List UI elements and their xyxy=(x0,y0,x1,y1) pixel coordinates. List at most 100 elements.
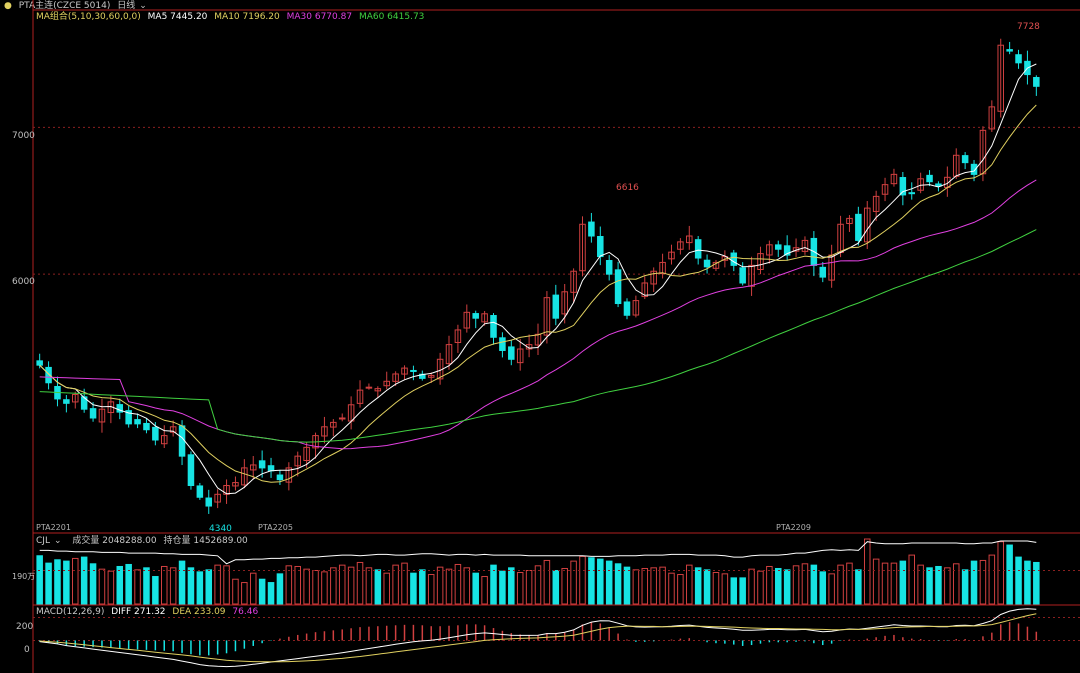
ma60-line xyxy=(39,229,1037,443)
candle-body xyxy=(98,408,106,423)
volume-bar xyxy=(258,578,266,605)
volume-bar xyxy=(516,572,524,605)
candle-body xyxy=(872,195,880,212)
volume-bar xyxy=(748,568,755,605)
candle-body xyxy=(668,251,675,260)
volume-bar xyxy=(1024,560,1031,605)
candle-body xyxy=(775,244,782,250)
candle-body xyxy=(178,425,186,457)
volume-bar xyxy=(579,555,586,605)
volume-bar xyxy=(694,567,702,605)
candle-body xyxy=(516,348,524,364)
ma-group-label[interactable]: MA组合(5,10,30,60,0,0) xyxy=(36,12,141,22)
volume-bar xyxy=(935,565,942,605)
volume-bar xyxy=(205,569,213,605)
candle-body xyxy=(258,460,266,469)
candle-body xyxy=(401,367,408,375)
high-annotation-7728: 7728 xyxy=(1017,22,1040,32)
candle-body xyxy=(152,426,159,441)
open-interest-value: 持仓量 1452689.00 xyxy=(163,536,248,546)
volume-bar xyxy=(775,567,782,605)
volume-bar xyxy=(232,578,239,605)
volume-bar xyxy=(445,568,453,605)
candle-body xyxy=(321,426,328,437)
volume-bar xyxy=(178,560,186,605)
candle-body xyxy=(730,252,738,266)
volume-bar xyxy=(730,577,738,605)
candle-body xyxy=(757,253,764,271)
instrument-title[interactable]: PTA主连(CZCE 5014) xyxy=(18,1,111,11)
candle-body xyxy=(605,260,613,275)
macd-indicator-label[interactable]: MACD(12,26,9) xyxy=(36,607,105,617)
volume-bar xyxy=(169,567,177,605)
volume-bar xyxy=(54,559,61,605)
volume-bar xyxy=(338,564,346,605)
volume-bar xyxy=(712,572,720,605)
candle-body xyxy=(36,360,43,366)
candle-body xyxy=(249,464,257,471)
volume-panel-header: CJL ⌄ 成交量 2048288.00 持仓量 1452689.00 xyxy=(36,535,252,547)
candle-body xyxy=(801,239,809,252)
volume-bar xyxy=(125,563,132,605)
candle-body xyxy=(846,217,853,225)
volume-bar xyxy=(72,557,79,605)
volume-value: 成交量 2048288.00 xyxy=(72,536,157,546)
volume-indicator-selector[interactable]: CJL ⌄ xyxy=(36,536,66,546)
volume-bar xyxy=(374,569,382,605)
candle-body xyxy=(445,344,453,365)
volume-bar xyxy=(116,565,124,605)
price-axis-label-6000: 6000 xyxy=(12,277,35,287)
volume-bar xyxy=(276,573,284,605)
volume-bar xyxy=(881,562,889,605)
volume-bar xyxy=(561,567,568,605)
volume-bar xyxy=(855,569,862,605)
candle-body xyxy=(134,419,141,425)
volume-bar xyxy=(152,576,159,605)
volume-bar xyxy=(107,570,115,605)
volume-bar xyxy=(641,567,649,605)
candle-body xyxy=(694,239,702,259)
volume-bar xyxy=(552,570,560,605)
high-annotation-6616: 6616 xyxy=(616,183,639,193)
candle-body xyxy=(926,174,933,183)
candle-body xyxy=(783,245,791,256)
candle-body xyxy=(116,404,124,413)
volume-bar xyxy=(872,558,880,605)
volume-bar xyxy=(846,562,853,605)
volume-bar xyxy=(899,560,907,605)
volume-bar xyxy=(436,566,444,605)
volume-bar xyxy=(605,560,613,605)
volume-bar xyxy=(294,565,301,605)
macd-dea-line xyxy=(39,613,1037,663)
candle-body xyxy=(552,294,560,319)
candle-body xyxy=(89,408,97,419)
period-selector[interactable]: 日线 ⌄ xyxy=(117,1,151,11)
volume-bar xyxy=(917,564,924,605)
volume-bar xyxy=(365,567,373,605)
volume-bar xyxy=(214,564,221,605)
volume-bar xyxy=(766,565,773,605)
candle-body xyxy=(303,446,310,461)
candle-body xyxy=(196,485,204,498)
candle-body xyxy=(686,235,693,244)
candle-body xyxy=(267,465,275,472)
ma60-value: MA60 6415.73 xyxy=(358,12,425,22)
ma30-value: MA30 6770.87 xyxy=(286,12,353,22)
volume-bar xyxy=(703,569,711,605)
candle-body xyxy=(899,177,907,196)
candle-body xyxy=(72,394,79,403)
chevron-down-icon: ⌄ xyxy=(139,1,147,11)
volume-bar xyxy=(45,562,52,605)
candle-body xyxy=(232,482,239,487)
volume-bar xyxy=(739,577,746,605)
candle-body xyxy=(276,474,284,481)
volume-bar xyxy=(410,572,417,605)
candle-body xyxy=(223,485,230,495)
chevron-down-icon: ⌄ xyxy=(53,536,62,546)
volume-bar xyxy=(499,570,506,605)
volume-bar xyxy=(196,571,204,605)
volume-bar xyxy=(36,555,43,605)
volume-bar xyxy=(249,572,257,605)
